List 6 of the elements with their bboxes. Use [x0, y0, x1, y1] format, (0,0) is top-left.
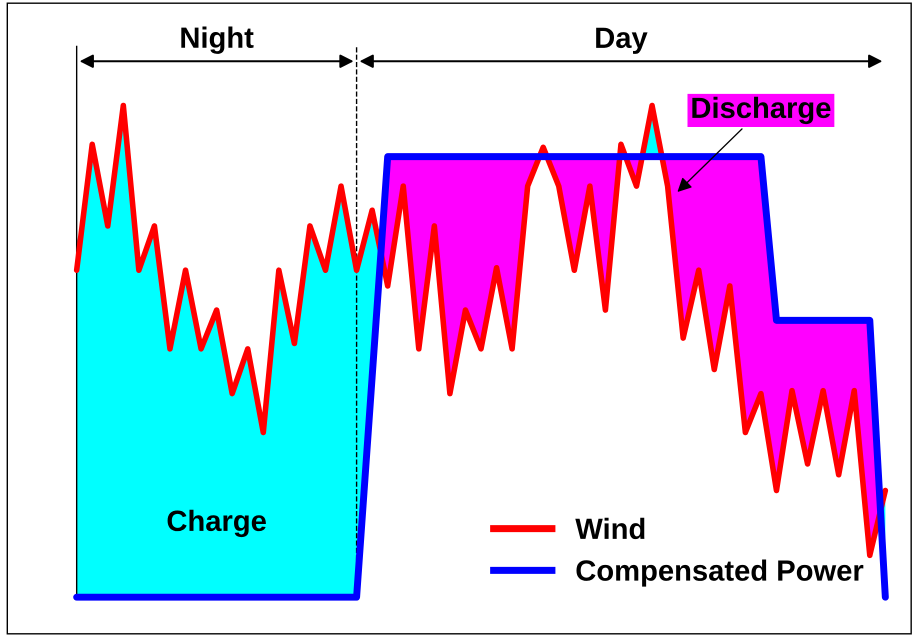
- annotation: Charge: [168, 510, 266, 538]
- legend-label: Wind: [575, 518, 644, 540]
- legend-label: Compensated Power: [576, 559, 864, 587]
- text: Day: [596, 28, 648, 54]
- text: Night: [181, 26, 254, 54]
- annotation: Discharge: [692, 96, 830, 124]
